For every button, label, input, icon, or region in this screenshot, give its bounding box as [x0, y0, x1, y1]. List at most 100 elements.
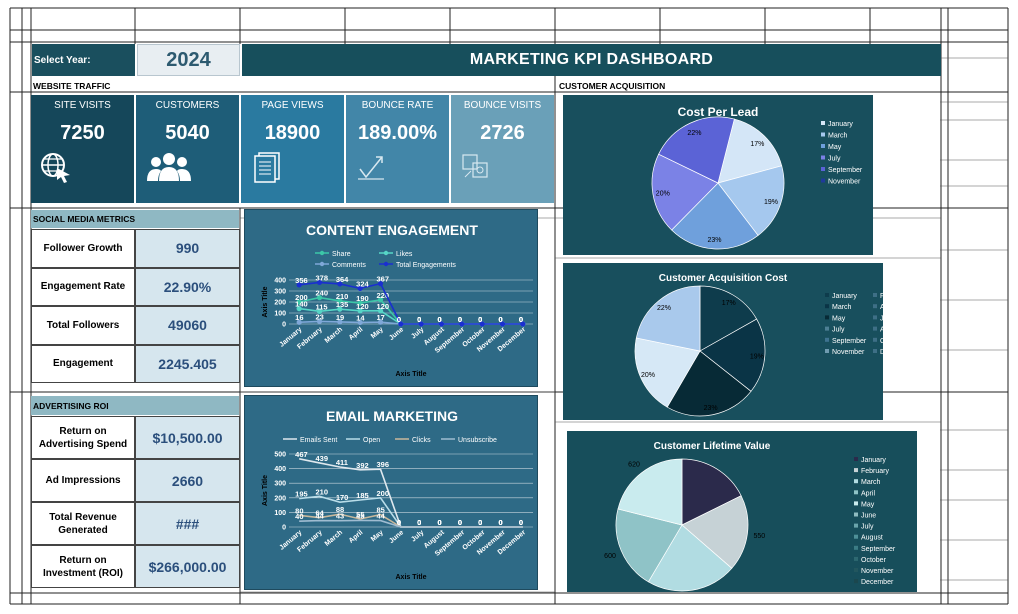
svg-text:Comments: Comments: [332, 262, 366, 269]
cost-per-lead-chart[interactable]: Cost Per Lead 17% 19% 23% 20% 22% January March…: [563, 95, 873, 255]
data-point: [296, 306, 302, 312]
customer-acquisition-cost-chart[interactable]: Customer Acquisition Cost 17% 19% 23% 20% 22%…: [563, 263, 913, 420]
metric-value: ###: [135, 502, 240, 545]
x-tick-label: July: [410, 529, 425, 543]
metric-value: $266,000.00: [135, 545, 240, 588]
chart-title: EMAIL MARKETING: [326, 408, 458, 424]
legend-item: July: [854, 523, 874, 531]
data-label: 40: [295, 512, 303, 521]
data-label: 210: [316, 487, 329, 496]
legend-item: Comments: [315, 261, 366, 269]
data-label: 467: [295, 450, 308, 459]
svg-text:February: February: [880, 293, 883, 300]
data-label: 0: [458, 315, 462, 324]
data-label: 0: [458, 518, 462, 527]
data-label: 115: [316, 302, 328, 311]
y-tick-label: 400: [274, 466, 286, 473]
data-label: 88: [336, 505, 344, 514]
slice-label: 22%: [687, 130, 701, 137]
legend-item: October: [854, 556, 887, 564]
data-point: [357, 319, 363, 326]
legend-item: August: [873, 326, 902, 334]
email-marketing-svg: EMAIL MARKETING Emails Sent Open Clicks Unsu…: [262, 408, 533, 581]
kpi-label: BOUNCE RATE: [361, 99, 434, 111]
svg-text:March: March: [861, 479, 881, 486]
svg-text:March: March: [828, 133, 848, 140]
content-engagement-svg: CONTENT ENGAGEMENT Share Likes Comments Tota…: [262, 222, 533, 378]
data-label: 0: [499, 315, 503, 324]
data-label: 23: [316, 312, 324, 321]
advertising-roi-table: Return on Advertising Spend $10,500.00 Ad …: [31, 416, 240, 588]
svg-text:March: March: [832, 304, 852, 311]
kpi-label: CUSTOMERS: [155, 99, 220, 111]
data-label: 0: [458, 518, 462, 527]
y-tick-label: 300: [274, 481, 286, 488]
x-axis-title: Axis Title: [396, 574, 427, 581]
bounce-arrow-icon: [346, 151, 449, 197]
data-label: 0: [519, 518, 523, 527]
legend-item: April: [854, 490, 875, 497]
data-label: 200: [295, 293, 308, 302]
legend-item: April: [873, 304, 894, 311]
data-point: [316, 308, 323, 314]
legend-item: May: [821, 144, 842, 151]
data-label: 0: [458, 315, 462, 324]
data-label: 392: [356, 461, 369, 470]
data-label: 0: [438, 518, 442, 527]
legend-item: March: [821, 132, 848, 140]
svg-text:November: November: [861, 568, 894, 575]
data-point: [377, 319, 384, 325]
y-tick-label: 100: [274, 311, 286, 318]
data-label: 0: [438, 315, 442, 324]
data-label: 43: [336, 512, 344, 521]
legend-item: July: [825, 326, 845, 334]
y-tick-label: 500: [274, 452, 286, 459]
slice-label: 23%: [707, 237, 721, 244]
chart-title: Cost Per Lead: [678, 105, 759, 119]
svg-text:Clicks: Clicks: [412, 437, 431, 444]
data-point: [337, 298, 343, 304]
data-label: 378: [316, 273, 329, 282]
data-point: [377, 281, 384, 287]
slice-label: 20%: [656, 190, 670, 197]
data-point: [398, 321, 404, 327]
pie-slice-march: [699, 318, 766, 392]
legend-item: September: [854, 545, 896, 553]
pie-slice-april: [615, 508, 683, 583]
legend-item: September: [825, 337, 867, 345]
customer-lifetime-value-chart[interactable]: Customer Lifetime Value550650600620Janua…: [567, 431, 917, 607]
legend-item: January: [854, 457, 886, 464]
data-label: 0: [478, 315, 482, 324]
series-line-open: [299, 495, 523, 528]
data-label: 240: [316, 289, 329, 298]
data-point: [459, 321, 465, 327]
data-label: 0: [499, 518, 503, 527]
social-media-heading: SOCIAL MEDIA METRICS: [31, 210, 239, 228]
year-selector[interactable]: 2024: [137, 44, 240, 76]
data-point: [377, 297, 384, 303]
data-label: 364: [336, 275, 349, 284]
svg-text:Likes: Likes: [396, 251, 413, 258]
data-label: 85: [377, 506, 385, 515]
svg-text:May: May: [828, 144, 842, 151]
data-label: 0: [499, 518, 503, 527]
data-point: [357, 300, 363, 306]
data-label: 0: [519, 315, 523, 324]
pie-slice-may: [671, 182, 759, 250]
svg-text:Emails Sent: Emails Sent: [300, 437, 337, 444]
data-point: [296, 299, 302, 305]
data-point: [479, 321, 485, 327]
data-label: 17: [377, 313, 385, 322]
data-label: 140: [295, 300, 308, 309]
data-label: 0: [499, 315, 503, 324]
chart-title: Customer Acquisition Cost: [659, 273, 788, 284]
content-engagement-chart[interactable]: CONTENT ENGAGEMENT Share Likes Comments Tota…: [244, 209, 538, 387]
data-label: 0: [519, 518, 523, 527]
kpi-value: 189.00%: [358, 121, 437, 144]
data-label: 324: [356, 279, 369, 288]
legend-item: January: [825, 293, 857, 300]
data-point: [316, 318, 323, 325]
email-marketing-chart[interactable]: EMAIL MARKETING Emails Sent Open Clicks Unsu…: [244, 395, 538, 590]
slice-label: 20%: [641, 372, 655, 379]
legend-item: November: [821, 178, 861, 186]
